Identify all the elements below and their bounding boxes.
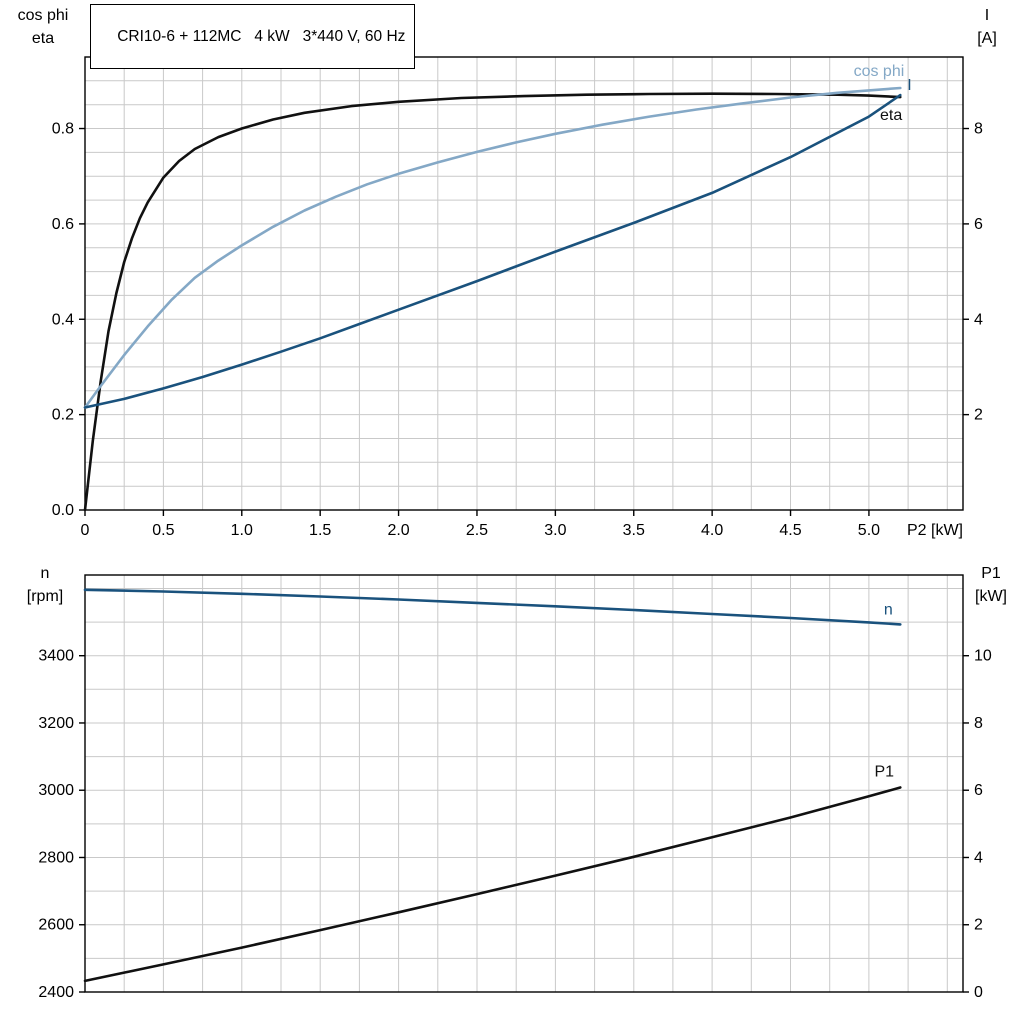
chart-title-box: CRI10-6 + 112MC 4 kW 3*440 V, 60 Hz bbox=[90, 4, 416, 69]
chart-panel: 2400 2600 2800 3000 3200 3400 0 2 4 6 8 10 n [rpm] P1 [… bbox=[27, 565, 1007, 1001]
x-tick-label: 0.5 bbox=[152, 522, 174, 539]
x-tick-label: 1.5 bbox=[309, 522, 331, 539]
y-right-tick-label: 0 bbox=[974, 984, 983, 1001]
y-right-tick-label: 2 bbox=[974, 917, 983, 934]
y-left-tick-label: 2600 bbox=[38, 917, 74, 934]
y-left-axis-title: cos phi bbox=[18, 7, 69, 24]
series-curve-n bbox=[83, 588, 902, 626]
y-right-tick-label: 4 bbox=[974, 311, 983, 328]
chart-title: CRI10-6 + 112MC 4 kW 3*440 V, 60 Hz bbox=[117, 28, 406, 45]
y-right-axis-title: P1 bbox=[981, 565, 1001, 582]
x-tick-label: 3.5 bbox=[623, 522, 645, 539]
y-left-tick-label: 2400 bbox=[38, 984, 74, 1001]
y-left-axis-title: eta bbox=[32, 30, 54, 47]
x-tick-label: 3.0 bbox=[544, 522, 566, 539]
y-right-tick-label: 10 bbox=[974, 648, 992, 665]
series-curve-p1 bbox=[83, 786, 902, 983]
series-label-eta: eta bbox=[880, 107, 902, 124]
y-right-axis-title: I bbox=[985, 7, 989, 24]
x-tick-label: 2.0 bbox=[387, 522, 409, 539]
y-left-axis-title: n bbox=[41, 565, 50, 582]
plot-border bbox=[84, 574, 964, 993]
y-left-tick-label: 0.4 bbox=[52, 311, 74, 328]
x-axis-title: P2 [kW] bbox=[907, 522, 963, 539]
series-curve-i bbox=[83, 93, 902, 409]
y-right-tick-label: 8 bbox=[974, 121, 983, 138]
series-label-p1: P1 bbox=[874, 764, 894, 781]
y-right-tick-label: 2 bbox=[974, 407, 983, 424]
y-left-tick-label: 3200 bbox=[38, 715, 74, 732]
x-tick-label: 1.0 bbox=[231, 522, 253, 539]
y-right-tick-label: 4 bbox=[974, 849, 983, 866]
y-right-tick-label: 6 bbox=[974, 216, 983, 233]
chart-panel: 0 0.5 1.0 1.5 2.0 2.5 3.0 3.5 4.0 4.5 5.0 P2 [kW] 0.… bbox=[18, 7, 997, 539]
plot-border bbox=[84, 56, 964, 511]
y-right-axis-title: [kW] bbox=[975, 588, 1007, 605]
y-left-tick-label: 0.8 bbox=[52, 121, 74, 138]
series-label-n: n bbox=[884, 601, 893, 618]
y-left-tick-label: 2800 bbox=[38, 849, 74, 866]
x-tick-label: 4.0 bbox=[701, 522, 723, 539]
y-left-axis-title: [rpm] bbox=[27, 588, 63, 605]
y-left-tick-label: 3400 bbox=[38, 648, 74, 665]
x-tick-label: 0 bbox=[81, 522, 90, 539]
series-curve-cos-phi bbox=[83, 86, 902, 409]
y-left-tick-label: 0.2 bbox=[52, 407, 74, 424]
x-tick-label: 2.5 bbox=[466, 522, 488, 539]
series-label-cos-phi: cos phi bbox=[854, 63, 905, 80]
x-tick-label: 5.0 bbox=[858, 522, 880, 539]
x-tick-label: 4.5 bbox=[779, 522, 801, 539]
y-left-tick-label: 0.6 bbox=[52, 216, 74, 233]
y-right-tick-label: 8 bbox=[974, 715, 983, 732]
y-right-tick-label: 6 bbox=[974, 782, 983, 799]
y-left-tick-label: 3000 bbox=[38, 782, 74, 799]
y-right-axis-title: [A] bbox=[977, 30, 997, 47]
series-curve-eta bbox=[83, 92, 902, 512]
y-left-tick-label: 0.0 bbox=[52, 502, 74, 519]
series-label-i: I bbox=[907, 77, 911, 94]
